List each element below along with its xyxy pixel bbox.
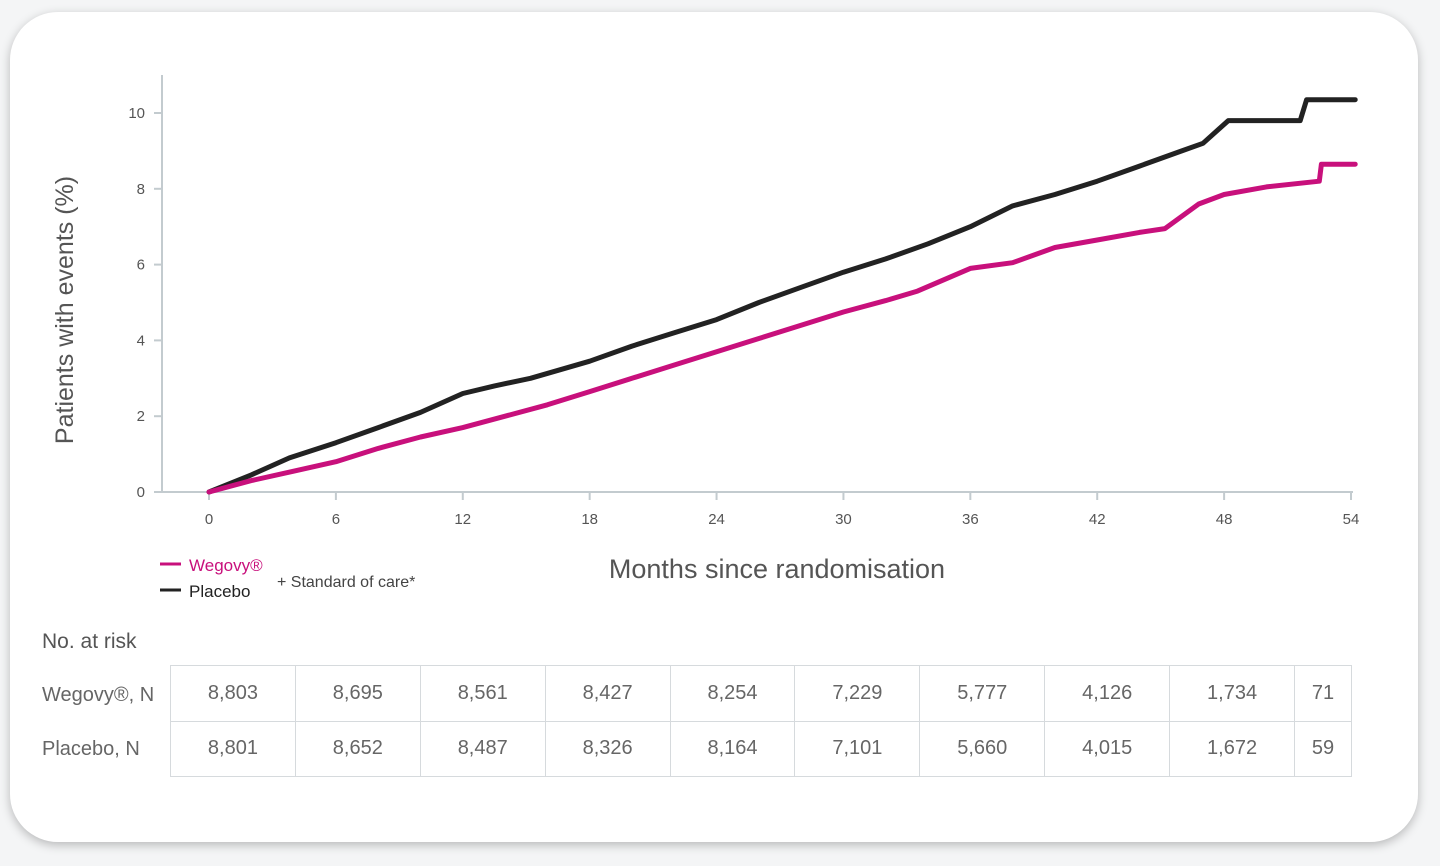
x-tick-label: 48 xyxy=(1216,511,1233,528)
x-tick-label: 0 xyxy=(205,511,213,528)
risk-cell: 1,734 xyxy=(1169,665,1296,722)
x-ticks: 0 6 12 18 24 30 36 42 48 54 xyxy=(205,492,1360,528)
risk-cell: 7,101 xyxy=(794,720,921,777)
legend-label: Wegovy® xyxy=(189,556,263,575)
risk-cell: 8,652 xyxy=(294,720,421,777)
risk-cell: 8,803 xyxy=(170,665,296,722)
risk-cell: 4,015 xyxy=(1044,720,1171,777)
risk-cell: 8,254 xyxy=(669,665,796,722)
risk-cell: 71 xyxy=(1294,665,1352,722)
risk-row: 8,801 8,652 8,487 8,326 8,164 7,101 5,660 4,015… xyxy=(170,720,1352,777)
legend: Wegovy® Placebo + Standard of care* xyxy=(160,556,415,601)
x-tick-label: 36 xyxy=(962,511,979,528)
y-tick-label: 2 xyxy=(137,408,145,425)
x-tick-label: 6 xyxy=(332,511,340,528)
risk-cell: 8,427 xyxy=(544,665,671,722)
risk-row-label-wegovy: Wegovy®, N xyxy=(42,684,155,706)
y-tick-label: 0 xyxy=(137,484,145,501)
risk-cell: 5,660 xyxy=(919,720,1046,777)
chart-axes xyxy=(161,75,1353,493)
risk-cell: 59 xyxy=(1294,720,1352,777)
risk-cell: 7,229 xyxy=(794,665,921,722)
legend-label: Placebo xyxy=(189,582,250,601)
risk-cell: 4,126 xyxy=(1044,665,1171,722)
x-tick-label: 54 xyxy=(1343,511,1360,528)
y-tick-label: 10 xyxy=(128,105,145,122)
x-tick-label: 24 xyxy=(708,511,725,528)
legend-suffix: + Standard of care* xyxy=(277,574,415,591)
x-tick-label: 42 xyxy=(1089,511,1106,528)
y-axis-label: Patients with events (%) xyxy=(51,176,79,444)
risk-cell: 8,801 xyxy=(170,720,296,777)
y-ticks: 0 2 4 6 8 10 xyxy=(128,105,162,501)
x-tick-label: 12 xyxy=(454,511,471,528)
x-tick-label: 18 xyxy=(581,511,598,528)
risk-row: 8,803 8,695 8,561 8,427 8,254 7,229 5,777 4,126… xyxy=(170,665,1352,722)
risk-cell: 8,695 xyxy=(294,665,421,722)
x-tick-label: 30 xyxy=(835,511,852,528)
series-line-wegovy xyxy=(206,161,1358,495)
x-axis-label: Months since randomisation xyxy=(609,554,945,584)
series-line-placebo xyxy=(206,97,1358,495)
risk-cell: 8,326 xyxy=(544,720,671,777)
risk-table: 8,803 8,695 8,561 8,427 8,254 7,229 5,777 4,126… xyxy=(170,665,1352,777)
y-tick-label: 4 xyxy=(137,332,145,349)
risk-cell: 5,777 xyxy=(919,665,1046,722)
risk-table-title: No. at risk xyxy=(42,630,137,653)
risk-cell: 8,561 xyxy=(419,665,546,722)
y-tick-label: 6 xyxy=(137,257,145,274)
risk-cell: 8,164 xyxy=(669,720,796,777)
y-tick-label: 8 xyxy=(137,181,145,198)
chart-series xyxy=(206,97,1358,495)
risk-cell: 8,487 xyxy=(419,720,546,777)
risk-row-label-placebo: Placebo, N xyxy=(42,738,140,760)
risk-cell: 1,672 xyxy=(1169,720,1296,777)
